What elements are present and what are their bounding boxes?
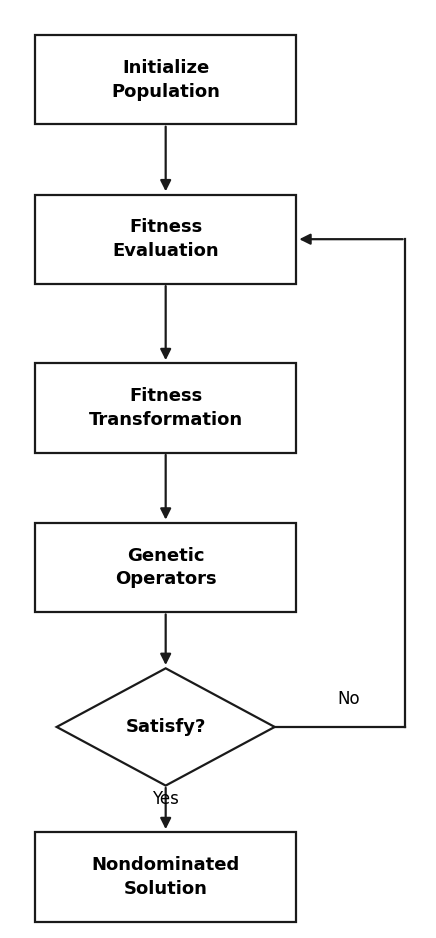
Text: Nondominated
Solution: Nondominated Solution [92, 856, 240, 898]
Polygon shape [57, 669, 275, 786]
Text: Genetic
Operators: Genetic Operators [115, 547, 217, 588]
Text: Fitness
Evaluation: Fitness Evaluation [112, 219, 219, 260]
FancyBboxPatch shape [35, 36, 296, 125]
Text: No: No [337, 689, 360, 708]
FancyBboxPatch shape [35, 523, 296, 613]
Text: Initialize
Population: Initialize Population [111, 59, 220, 100]
FancyBboxPatch shape [35, 195, 296, 283]
Text: Satisfy?: Satisfy? [126, 718, 206, 736]
Text: Fitness
Transformation: Fitness Transformation [89, 387, 243, 429]
FancyBboxPatch shape [35, 833, 296, 921]
Text: Yes: Yes [152, 790, 179, 809]
FancyBboxPatch shape [35, 364, 296, 453]
